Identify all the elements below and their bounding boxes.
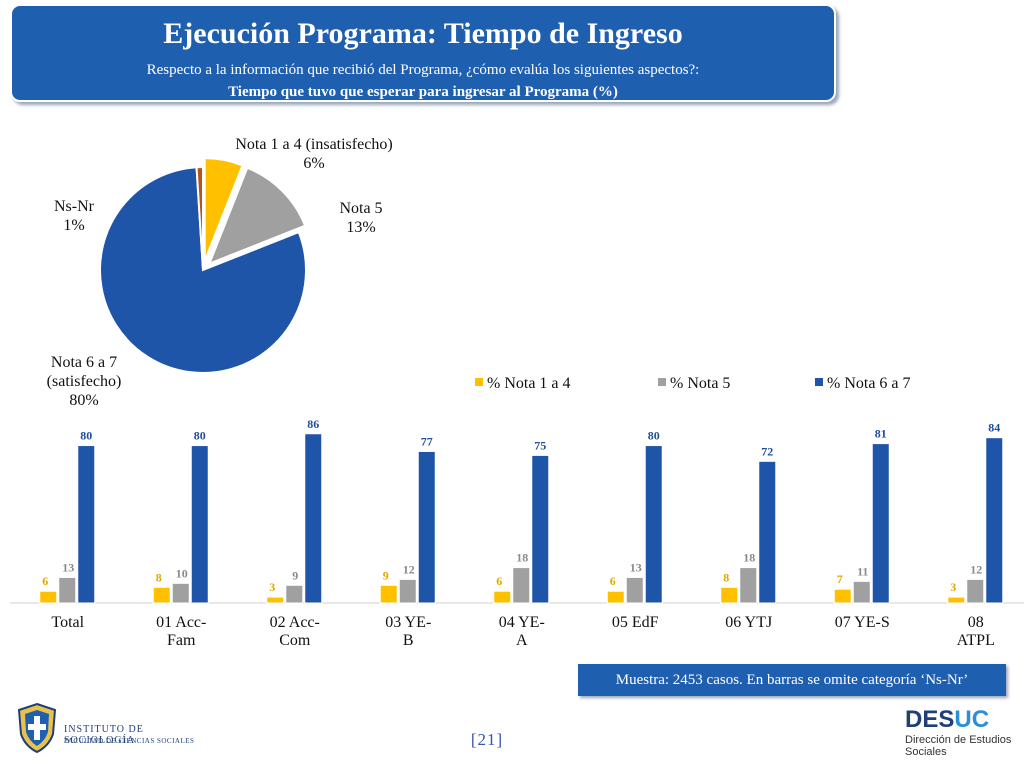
category-label-4: 03 YE-B bbox=[385, 614, 431, 649]
bar-3-5 bbox=[531, 454, 550, 604]
bar-2-9 bbox=[966, 578, 985, 604]
pie-slice-4 bbox=[195, 165, 204, 271]
bar-value-1-9: 3 bbox=[950, 580, 956, 594]
bar-3-3 bbox=[304, 433, 323, 604]
bar-value-1-4: 9 bbox=[383, 568, 389, 582]
pie-slice-2 bbox=[207, 166, 307, 266]
category-label-6: 05 EdF bbox=[612, 614, 659, 631]
bar-2-7 bbox=[739, 567, 758, 604]
university-seal-icon bbox=[17, 702, 57, 754]
bar-2-6 bbox=[625, 576, 644, 604]
institute-name: INSTITUTO DE SOCIOLOGÍA bbox=[64, 724, 144, 746]
category-label-5: 04 YE-A bbox=[499, 614, 545, 649]
bar-value-3-7: 72 bbox=[761, 444, 773, 458]
faculty-name: FACULTAD DE CIENCIAS SOCIALES bbox=[64, 737, 195, 745]
pie-label-4: Ns-Nr 1% bbox=[54, 198, 95, 234]
bar-value-2-7: 18 bbox=[743, 551, 755, 565]
bar-2-1 bbox=[58, 576, 77, 604]
bar-1-6 bbox=[606, 590, 625, 604]
legend-label-1: % Nota 1 a 4 bbox=[487, 375, 571, 392]
bar-3-9 bbox=[985, 437, 1004, 604]
pie-chart: Nota 1 a 4 (insatisfecho) 6% Nota 5 13% Nota… bbox=[47, 136, 393, 409]
pie-label-1: Nota 1 a 4 (insatisfecho) 6% bbox=[235, 136, 392, 172]
category-label-2: 01 Acc-Fam bbox=[156, 614, 206, 649]
bar-2-3 bbox=[285, 584, 304, 604]
bar-2-2 bbox=[171, 582, 190, 604]
bar-value-2-8: 11 bbox=[857, 564, 868, 578]
bar-1-1 bbox=[39, 590, 58, 604]
chart-question: Tiempo que tuvo que esperar para ingresa… bbox=[228, 84, 618, 100]
sample-note: Muestra: 2453 casos. En barras se omite … bbox=[578, 664, 1006, 696]
bar-value-3-9: 84 bbox=[988, 421, 1000, 435]
bar-3-7 bbox=[758, 460, 777, 604]
category-label-1: Total bbox=[51, 614, 84, 631]
bar-2-4 bbox=[398, 578, 417, 604]
instituto-sociologia-logo: INSTITUTO DE SOCIOLOGÍA FACULTAD DE CIEN… bbox=[12, 700, 212, 760]
bar-value-2-9: 12 bbox=[970, 562, 982, 576]
brand-subtitle-1: Dirección de Estudios bbox=[905, 734, 1012, 746]
bar-2-8 bbox=[852, 580, 871, 604]
page-subtitle: Respecto a la información que recibió de… bbox=[146, 62, 700, 78]
bar-value-3-2: 80 bbox=[194, 429, 206, 443]
desuc-logo: DESUC Dirección de Estudios Sociales bbox=[905, 706, 1015, 762]
bar-3-1 bbox=[77, 445, 96, 604]
bar-value-1-7: 8 bbox=[723, 570, 729, 584]
legend-swatch-1 bbox=[475, 378, 483, 386]
page-number: [21] bbox=[470, 730, 504, 749]
bar-value-1-2: 8 bbox=[156, 570, 162, 584]
bar-value-3-3: 86 bbox=[307, 417, 319, 431]
bar-1-9 bbox=[947, 596, 966, 604]
bar-1-5 bbox=[493, 590, 512, 604]
bar-value-2-2: 10 bbox=[176, 566, 188, 580]
category-label-8: 07 YE-S bbox=[835, 614, 890, 631]
legend-swatch-2 bbox=[658, 378, 666, 386]
bar-value-3-8: 81 bbox=[875, 427, 887, 441]
bar-value-1-5: 6 bbox=[496, 574, 502, 588]
bar-2-5 bbox=[512, 567, 531, 604]
bar-3-8 bbox=[871, 443, 890, 604]
bar-3-2 bbox=[190, 445, 209, 604]
bar-value-3-5: 75 bbox=[534, 438, 546, 452]
bar-value-3-6: 80 bbox=[648, 429, 660, 443]
pie-label-3: Nota 6 a 7 (satisfecho) 80% bbox=[47, 354, 122, 409]
bar-value-1-1: 6 bbox=[42, 574, 48, 588]
bar-value-2-3: 9 bbox=[292, 568, 298, 582]
category-label-9: 08 ATPL bbox=[957, 614, 995, 649]
bar-3-6 bbox=[644, 445, 663, 604]
bar-value-1-6: 6 bbox=[610, 574, 616, 588]
bar-value-1-3: 3 bbox=[269, 580, 275, 594]
brand-uc: UC bbox=[954, 706, 990, 733]
legend-label-2: % Nota 5 bbox=[670, 375, 730, 392]
category-label-7: 06 YTJ bbox=[725, 614, 772, 631]
bar-value-2-6: 13 bbox=[630, 560, 642, 574]
bar-value-3-4: 77 bbox=[421, 434, 433, 448]
bar-value-1-8: 7 bbox=[837, 572, 843, 586]
bar-1-8 bbox=[833, 588, 852, 604]
pie-slice-1 bbox=[203, 157, 244, 262]
title-banner: Ejecución Programa: Tiempo de Ingreso Re… bbox=[10, 4, 836, 102]
bar-1-4 bbox=[379, 584, 398, 604]
pie-label-2: Nota 5 13% bbox=[339, 200, 382, 236]
bar-1-2 bbox=[152, 586, 171, 604]
page-title: Ejecución Programa: Tiempo de Ingreso bbox=[163, 17, 683, 50]
legend-label-3: % Nota 6 a 7 bbox=[827, 375, 911, 392]
bar-1-3 bbox=[266, 596, 285, 604]
brand-subtitle-2: Sociales bbox=[905, 746, 947, 758]
legend-swatch-3 bbox=[815, 378, 823, 386]
pie-slice-3 bbox=[99, 166, 307, 374]
bar-value-2-1: 13 bbox=[62, 560, 74, 574]
bar-value-2-5: 18 bbox=[516, 551, 528, 565]
bar-value-3-1: 80 bbox=[80, 429, 92, 443]
bar-3-4 bbox=[417, 450, 436, 604]
bar-1-7 bbox=[720, 586, 739, 604]
brand-des: DES bbox=[905, 706, 955, 733]
category-label-3: 02 Acc-Com bbox=[270, 614, 320, 649]
bar-value-2-4: 12 bbox=[403, 562, 415, 576]
